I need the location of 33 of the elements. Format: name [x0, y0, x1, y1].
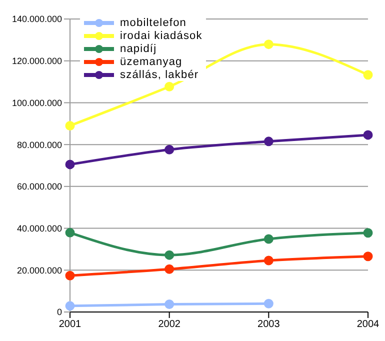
- point: [264, 256, 274, 266]
- x-tick-label: 2002: [158, 319, 181, 330]
- point: [164, 300, 174, 310]
- y-tick-label: 20.000.000: [16, 265, 62, 276]
- point: [363, 228, 373, 238]
- point: [264, 298, 274, 308]
- y-tick-label: 80.000.000: [16, 140, 62, 150]
- y-tick-label: 120.000.000: [12, 56, 62, 66]
- point: [363, 252, 373, 262]
- legend-label: üzemanyag: [120, 56, 182, 68]
- point: [164, 82, 174, 92]
- legend-label: irodai kiadások: [120, 30, 202, 42]
- point: [164, 144, 174, 154]
- point: [363, 130, 373, 140]
- y-tick-label: 0: [56, 307, 62, 318]
- x-tick-label: 2001: [58, 319, 82, 330]
- point: [65, 120, 75, 130]
- x-tick-label: 2003: [258, 319, 280, 330]
- point: [164, 250, 174, 260]
- y-tick-label: 100.000.000: [12, 98, 62, 108]
- x-tick-label: 2004: [356, 319, 380, 330]
- point: [65, 160, 75, 170]
- y-tick-label: 140.000.000: [12, 14, 62, 24]
- legend-label: mobiltelefon: [120, 16, 187, 28]
- point: [264, 234, 274, 244]
- point: [164, 264, 174, 274]
- point: [264, 136, 274, 146]
- y-tick-label: 60.000.000: [16, 182, 62, 192]
- point: [363, 70, 373, 80]
- y-tick-label: 40.000.000: [16, 223, 62, 234]
- legend-label: napidíj: [120, 42, 157, 54]
- legend-label: szállás, lakbér: [120, 68, 199, 80]
- point: [264, 40, 274, 50]
